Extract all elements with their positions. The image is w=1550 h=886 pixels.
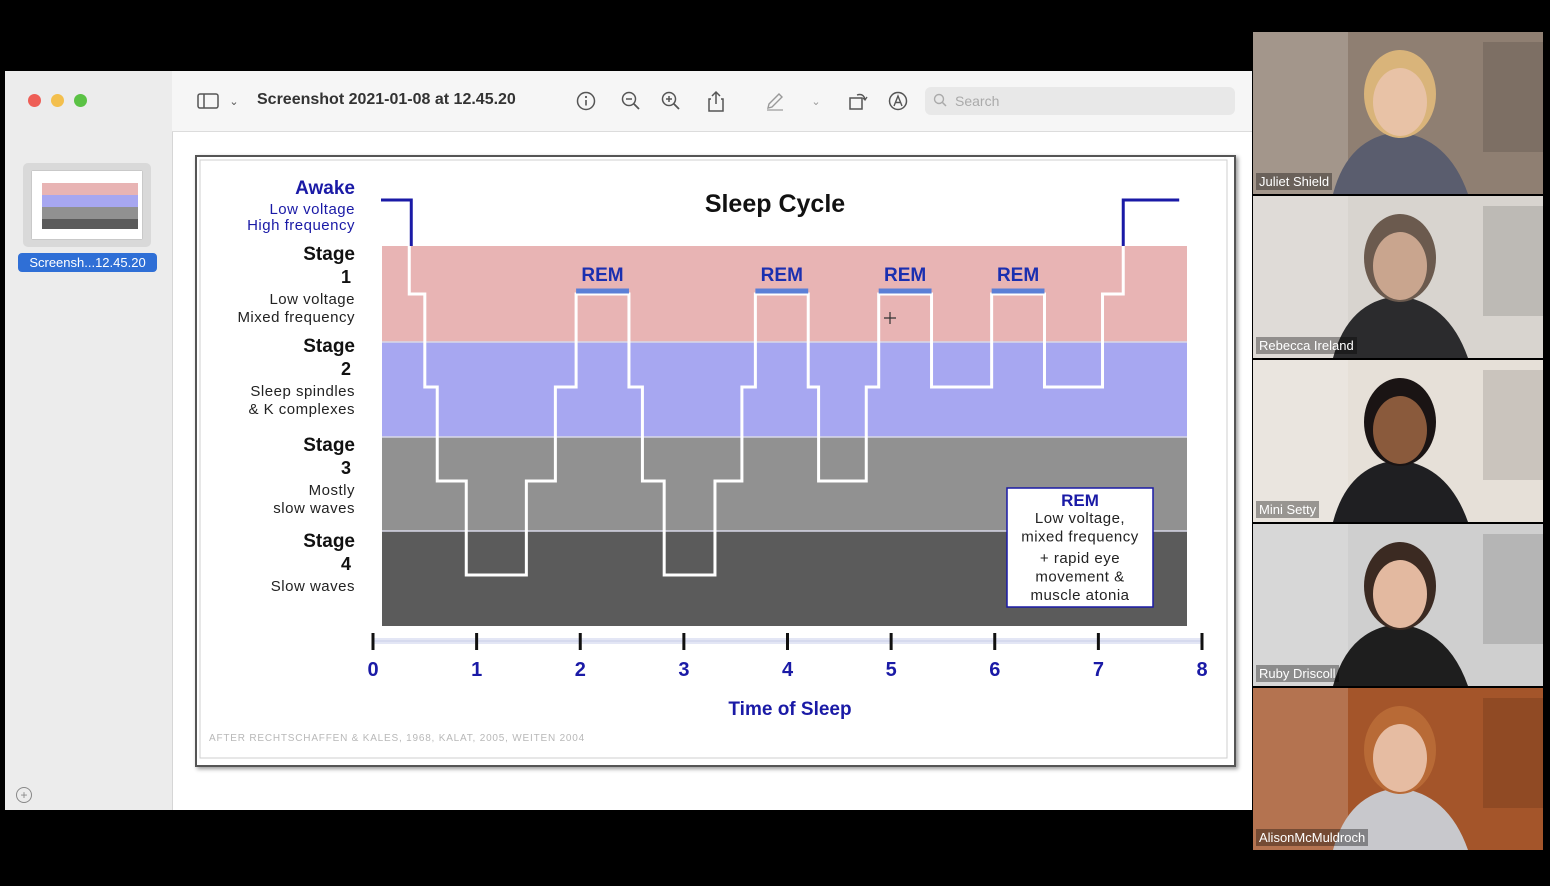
x-tick-label: 6 (989, 659, 1000, 681)
thumbnail-preview (32, 171, 142, 239)
stage-label-2: Stage (303, 336, 355, 357)
stage-number-1: 1 (341, 267, 351, 287)
x-tick-label: 1 (471, 659, 482, 681)
stage-desc-2: & K complexes (248, 401, 355, 418)
rem-legend-line: movement & (1035, 569, 1124, 586)
chevron-down-icon[interactable]: ⌄ (229, 95, 239, 108)
source-credit: AFTER RECHTSCHAFFEN & KALES, 1968, KALAT… (209, 733, 585, 744)
close-button[interactable] (28, 94, 41, 107)
rem-legend-line: mixed frequency (1021, 529, 1139, 546)
participant-video-tile[interactable]: Rebecca Ireland (1253, 196, 1543, 358)
stage-desc-4: Slow waves (271, 578, 355, 595)
rem-legend-box (1006, 487, 1154, 608)
info-icon[interactable] (575, 90, 597, 112)
participant-name: AlisonMcMuldroch (1256, 829, 1369, 846)
markup-pen-icon[interactable] (764, 90, 786, 112)
stage-label-3: Stage (303, 435, 355, 456)
x-tick-label: 8 (1196, 659, 1207, 681)
participant-name: Juliet Shield (1256, 173, 1333, 190)
document-image: Awake Low voltage High frequency Stage 1 Low … (195, 155, 1236, 767)
participant-video-feed (1253, 196, 1543, 358)
rem-label: REM (761, 265, 803, 286)
stage-number-3: 3 (341, 458, 351, 478)
hypnogram-line (407, 246, 1125, 577)
stage-band-2 (382, 342, 1187, 437)
awake-start-line (381, 198, 413, 246)
stage-label-0: Awake (295, 178, 355, 199)
stage-number-2: 2 (341, 359, 351, 379)
x-tick-label: 3 (678, 659, 689, 681)
rotate-icon[interactable] (847, 90, 869, 112)
x-axis-label: Time of Sleep (728, 699, 851, 720)
participant-name: Rebecca Ireland (1256, 337, 1357, 354)
cursor-crosshair-icon (884, 312, 896, 324)
stage-desc-0: Low voltage (269, 201, 355, 218)
x-tick-label: 4 (782, 659, 794, 681)
participant-video-feed (1253, 524, 1543, 686)
zoom-button[interactable] (74, 94, 87, 107)
participant-name: Ruby Driscoll (1256, 665, 1339, 682)
thumbnail-label[interactable]: Screensh...12.45.20 (18, 253, 157, 272)
x-tick-label: 5 (886, 659, 897, 681)
stage-label-1: Stage (303, 244, 355, 265)
participant-video-feed (1253, 688, 1543, 850)
x-tick-label: 7 (1093, 659, 1104, 681)
stage-desc-1: Mixed frequency (237, 309, 355, 326)
participant-video-tile[interactable]: Ruby Driscoll (1253, 524, 1543, 686)
participant-video-feed (1253, 32, 1543, 194)
participant-name: Mini Setty (1256, 501, 1320, 518)
stage-desc-3: Mostly (309, 482, 355, 499)
chart-title: Sleep Cycle (705, 190, 845, 218)
rem-legend-line: muscle atonia (1030, 587, 1129, 604)
stage-label-4: Stage (303, 531, 355, 552)
chevron-down-icon[interactable]: ⌄ (811, 95, 821, 108)
zoom-in-icon[interactable] (660, 90, 682, 112)
rem-legend-title: REM (1061, 491, 1099, 510)
share-icon[interactable] (705, 90, 727, 112)
stage-desc-1: Low voltage (269, 291, 355, 308)
search-placeholder: Search (955, 93, 1000, 109)
rem-legend-line: + rapid eye (1040, 550, 1120, 567)
stage-desc-2: Sleep spindles (250, 383, 355, 400)
stage-desc-0: High frequency (247, 217, 355, 234)
participant-video-tile[interactable]: Juliet Shield (1253, 32, 1543, 194)
minimize-button[interactable] (51, 94, 64, 107)
rem-label: REM (581, 265, 623, 286)
sidebar-toggle-icon[interactable] (197, 90, 219, 112)
annotate-icon[interactable] (887, 90, 909, 112)
participant-video-feed (1253, 360, 1543, 522)
x-tick-label: 0 (367, 659, 378, 681)
rem-label: REM (884, 265, 926, 286)
participant-video-tile[interactable]: Mini Setty (1253, 360, 1543, 522)
rem-legend-line: Low voltage, (1035, 510, 1125, 527)
preview-window: Screensh...12.45.20 + ⌄ Screenshot 2021-… (5, 71, 1252, 810)
toolbar: ⌄ Screenshot 2021-01-08 at 12.45.20 ⌄ S (172, 71, 1252, 132)
stage-desc-3: slow waves (273, 500, 355, 517)
sidebar: Screensh...12.45.20 + (5, 71, 173, 810)
document-title: Screenshot 2021-01-08 at 12.45.20 (257, 91, 516, 108)
zoom-out-icon[interactable] (620, 90, 642, 112)
search-icon (933, 93, 951, 114)
search-field[interactable]: Search (925, 87, 1235, 115)
awake-end-line (1121, 198, 1180, 246)
add-icon[interactable]: + (16, 787, 32, 803)
participant-video-tile[interactable]: AlisonMcMuldroch (1253, 688, 1543, 850)
page-thumbnail[interactable] (23, 163, 151, 247)
x-tick-label: 2 (575, 659, 586, 681)
stage-number-4: 4 (341, 554, 351, 574)
rem-label: REM (997, 265, 1039, 286)
